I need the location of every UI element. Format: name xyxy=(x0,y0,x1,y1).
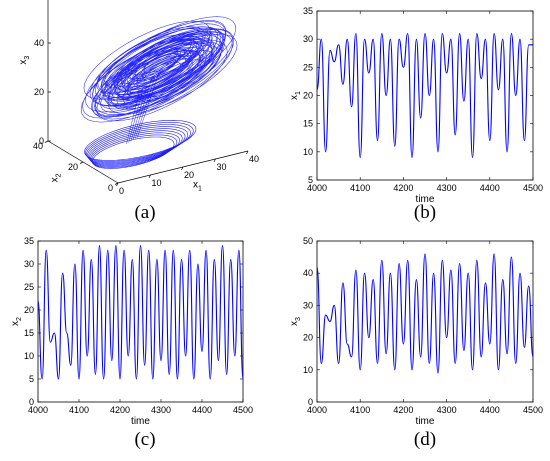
y-tick-label: 10 xyxy=(24,351,34,361)
y-tick-label: 0 xyxy=(29,397,34,407)
y-axis-label: x3 xyxy=(289,317,302,326)
y-tick-label: 20 xyxy=(303,333,313,343)
panel-a-3d-attractor: 010203040020400204060x1x2x3 xyxy=(18,0,259,196)
x1-tick-mark xyxy=(181,166,184,171)
x-tick-label: 4100 xyxy=(350,405,370,415)
y-axis-label: x2 xyxy=(10,317,23,326)
y-tick-label: 40 xyxy=(303,268,313,278)
plot-frame xyxy=(316,240,534,403)
y-tick-label: 20 xyxy=(24,305,34,315)
attractor-lower-lobe xyxy=(84,119,197,169)
x-axis-label: time xyxy=(416,416,435,427)
y-tick-label: 10 xyxy=(303,147,313,157)
x-tick-label: 4500 xyxy=(233,405,253,415)
y-tick-label: 5 xyxy=(29,374,34,384)
series-line xyxy=(316,32,533,159)
x2-tick-label: 20 xyxy=(68,162,78,172)
y-axis-label: x1 xyxy=(289,91,302,100)
x3-axis-label: x3 xyxy=(18,56,31,65)
x-tick-label: 4200 xyxy=(393,183,413,193)
x1-tick-label: 20 xyxy=(184,170,194,180)
x-tick-label: 4500 xyxy=(523,405,543,415)
series-line xyxy=(37,245,244,380)
x3-tick-label: 0 xyxy=(39,136,44,146)
x-tick-label: 4300 xyxy=(151,405,171,415)
x2-tick-mark xyxy=(79,161,84,164)
y-tick-label: 50 xyxy=(303,236,313,246)
y-tick-label: 25 xyxy=(303,62,313,72)
x-tick-label: 4400 xyxy=(480,183,500,193)
x-tick-label: 4000 xyxy=(28,405,48,415)
caption-a: (a) xyxy=(134,202,155,223)
x1-tick-label: 40 xyxy=(249,154,259,164)
x-tick-label: 4000 xyxy=(307,183,327,193)
x1-tick-mark xyxy=(148,174,151,179)
caption-d: (d) xyxy=(414,429,436,450)
caption-c: (c) xyxy=(134,429,155,450)
x1-tick-mark xyxy=(246,150,249,155)
x2-tick-label: 40 xyxy=(33,141,43,151)
x-tick-label: 4200 xyxy=(110,405,130,415)
x3-tick-label: 20 xyxy=(34,87,44,97)
x2-tick-mark xyxy=(114,182,119,185)
y-tick-label: 0 xyxy=(308,397,313,407)
x-tick-label: 4400 xyxy=(480,405,500,415)
x2-tick-label: 0 xyxy=(108,183,113,193)
x-tick-label: 4300 xyxy=(437,183,457,193)
x-tick-label: 4000 xyxy=(307,405,327,415)
x2-axis-label: x2 xyxy=(50,173,63,182)
x-axis-label: time xyxy=(416,194,435,205)
y-tick-label: 15 xyxy=(303,119,313,129)
x-tick-label: 4200 xyxy=(393,405,413,415)
x-axis-label: time xyxy=(131,416,150,427)
y-tick-label: 5 xyxy=(308,175,313,185)
panel-b-x1-timeseries: 4000 4100 4200 4300 4400 4500 5 10 15 20 25 30 35 tim… xyxy=(289,6,543,205)
x3-tick-label: 40 xyxy=(34,38,44,48)
panel-c-x2-timeseries: 4000 4100 4200 4300 4400 4500 0 5 10 15 20 25 30 35 ti… xyxy=(10,236,253,427)
y-tick-label: 35 xyxy=(24,236,34,246)
x-tick-label: 4300 xyxy=(437,405,457,415)
y-tick-label: 10 xyxy=(303,365,313,375)
x-tick-label: 4100 xyxy=(350,183,370,193)
y-tick-label: 30 xyxy=(303,34,313,44)
y-tick-label: 30 xyxy=(303,300,313,310)
x1-tick-mark xyxy=(213,158,216,163)
x-tick-label: 4500 xyxy=(523,183,543,193)
attractor-link-strands xyxy=(126,72,160,145)
x1-axis-label: x1 xyxy=(193,179,202,192)
panel-d-x3-timeseries: 4000 4100 4200 4300 4400 4500 0 10 20 30 40 50 time x… xyxy=(289,236,543,427)
y-tick-label: 15 xyxy=(24,328,34,338)
x2-tick-mark xyxy=(44,140,49,143)
y-tick-label: 30 xyxy=(24,259,34,269)
x1-tick-label: 30 xyxy=(217,162,227,172)
caption-b: (b) xyxy=(414,202,436,223)
y-tick-label: 25 xyxy=(24,282,34,292)
y-tick-label: 20 xyxy=(303,91,313,101)
y-tick-label: 35 xyxy=(303,6,313,16)
x-tick-label: 4400 xyxy=(192,405,212,415)
x1-tick-label: 0 xyxy=(119,186,124,196)
attractor-upper-shell xyxy=(80,16,238,123)
plot-frame xyxy=(316,10,534,181)
series-line xyxy=(316,253,534,374)
plot-frame xyxy=(37,240,244,403)
x1-tick-label: 10 xyxy=(152,178,162,188)
x-tick-label: 4100 xyxy=(69,405,89,415)
